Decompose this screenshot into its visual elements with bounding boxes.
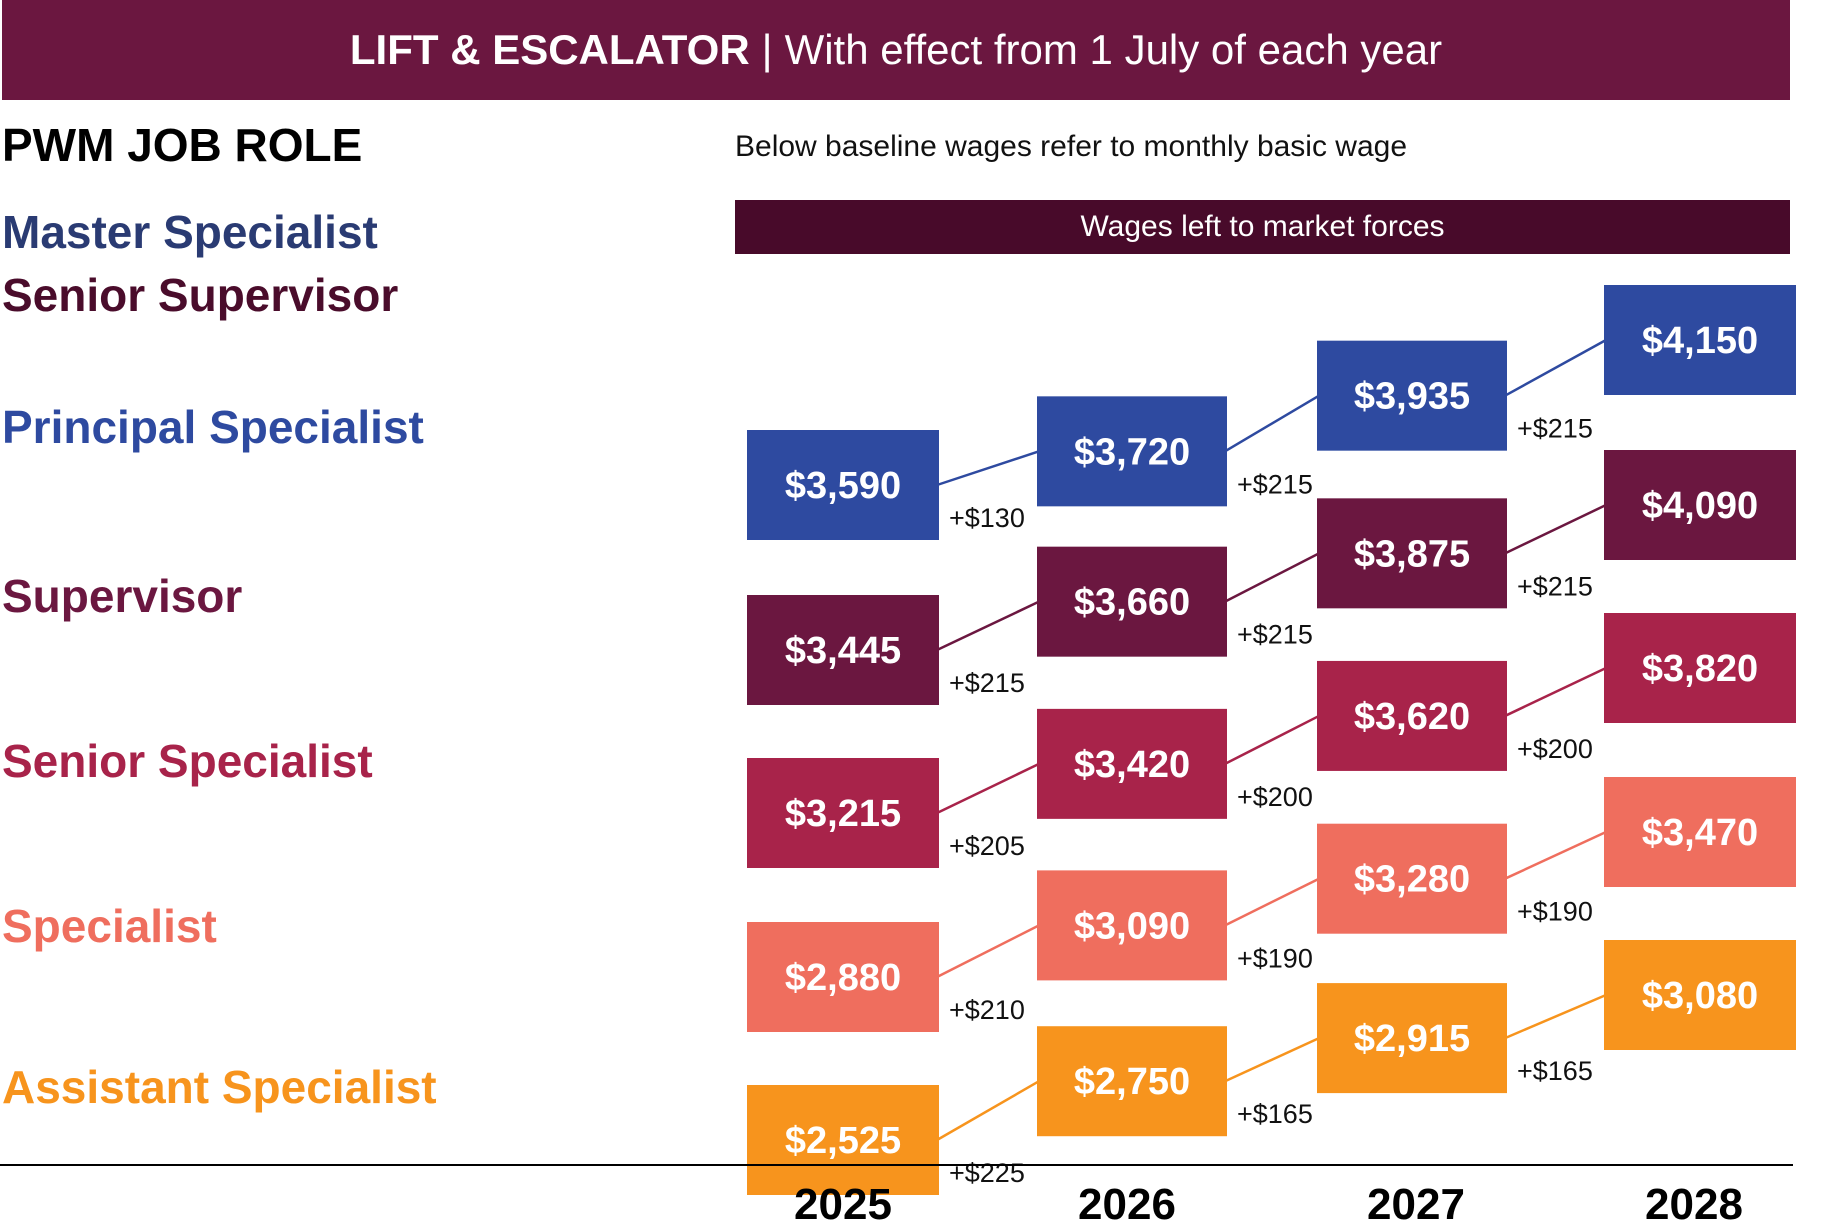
wage-box	[1317, 498, 1507, 609]
wage-label: $3,080	[1642, 975, 1758, 1017]
wage-label: $3,935	[1354, 376, 1470, 418]
increment-label: +$215	[1237, 620, 1313, 650]
wage-note: Below baseline wages refer to monthly ba…	[735, 130, 1408, 163]
increment-label: +$205	[949, 831, 1025, 861]
wage-label: $3,590	[785, 465, 901, 507]
increment-label: +$225	[949, 1158, 1025, 1188]
increment-label: +$215	[1237, 469, 1313, 499]
year-label: 2025	[794, 1180, 892, 1229]
series-connector-line	[1504, 503, 1607, 555]
increment-label: +$165	[1517, 1056, 1593, 1086]
wage-label: $3,620	[1354, 696, 1470, 738]
wage-label: $2,750	[1074, 1061, 1190, 1103]
role-principal-specialist: Principal Specialist	[2, 401, 424, 453]
increment-label: +$210	[949, 995, 1025, 1025]
series-connector-line	[936, 762, 1040, 815]
role-senior-supervisor: Senior Supervisor	[2, 269, 399, 321]
wage-box	[1604, 940, 1796, 1050]
wage-label: $4,150	[1642, 320, 1758, 362]
increment-label: +$200	[1517, 734, 1593, 764]
wage-box	[1037, 546, 1227, 657]
wage-label: $3,445	[785, 630, 901, 672]
wage-label: $4,090	[1642, 485, 1758, 527]
wage-box	[1317, 660, 1507, 771]
title-banner: LIFT & ESCALATOR | With effect from 1 Ju…	[2, 0, 1790, 100]
wage-box	[1604, 777, 1796, 887]
series-connector-line	[936, 924, 1040, 979]
wage-label: $3,090	[1074, 905, 1190, 947]
x-axis-line	[0, 1164, 1793, 1166]
title-bold: LIFT & ESCALATOR	[349, 26, 750, 73]
wage-box	[1604, 613, 1796, 723]
wage-label: $2,525	[785, 1120, 901, 1162]
increment-label: +$190	[1517, 897, 1593, 927]
increment-label: +$215	[949, 668, 1025, 698]
wage-box	[747, 922, 939, 1032]
series-connector-line	[936, 600, 1040, 652]
wage-label: $3,280	[1354, 859, 1470, 901]
wage-label: $3,215	[785, 793, 901, 835]
series-connector-line	[1224, 714, 1320, 765]
wage-label: $3,720	[1074, 431, 1190, 473]
market-forces-label: Wages left to market forces	[1080, 210, 1445, 243]
wage-box	[1037, 870, 1227, 981]
series-connector-line	[1224, 877, 1320, 927]
series-connector-line	[1224, 552, 1320, 603]
wage-box	[1604, 450, 1796, 560]
increment-label: +$215	[1517, 571, 1593, 601]
wage-box	[747, 595, 939, 705]
increment-label: +$165	[1237, 1099, 1313, 1129]
wage-label: $3,820	[1642, 648, 1758, 690]
role-supervisor: Supervisor	[2, 570, 243, 622]
increment-label: +$200	[1237, 782, 1313, 812]
wage-box	[1317, 983, 1507, 1094]
wage-label: $3,420	[1074, 744, 1190, 786]
increment-label: +$130	[949, 503, 1025, 533]
wage-box	[1317, 823, 1507, 934]
wage-label: $2,880	[785, 957, 901, 999]
wage-box	[747, 430, 939, 540]
increment-label: +$190	[1237, 943, 1313, 973]
wage-box	[1037, 708, 1227, 819]
series-connector-line	[1504, 830, 1607, 880]
role-heading: PWM JOB ROLE	[2, 119, 363, 171]
role-senior-specialist: Senior Specialist	[2, 735, 373, 787]
wage-label: $3,875	[1354, 533, 1470, 575]
year-label: 2028	[1645, 1180, 1743, 1229]
year-label: 2027	[1367, 1180, 1465, 1229]
wage-box	[1604, 285, 1796, 395]
wage-box	[1037, 1026, 1227, 1137]
role-specialist: Specialist	[2, 900, 217, 952]
series-connector-line	[1224, 394, 1320, 453]
role-assistant-specialist: Assistant Specialist	[2, 1061, 437, 1113]
wage-label: $3,470	[1642, 812, 1758, 854]
series-connector-line	[1504, 993, 1607, 1040]
series-connector-line	[936, 450, 1040, 487]
wage-box	[747, 758, 939, 868]
title-rest: With effect from 1 July of each year	[784, 26, 1443, 73]
year-label: 2026	[1078, 1180, 1176, 1229]
series-connector-line	[1504, 666, 1607, 718]
wage-box	[1317, 340, 1507, 451]
series-connector-line	[1224, 1036, 1320, 1083]
title-separator: |	[761, 26, 773, 73]
series-connector-line	[1504, 338, 1607, 397]
increment-label: +$215	[1517, 414, 1593, 444]
role-master-specialist: Master Specialist	[2, 206, 378, 258]
series-connector-line	[936, 1080, 1040, 1142]
wage-label: $2,915	[1354, 1018, 1470, 1060]
market-forces-bar: Wages left to market forces	[735, 200, 1790, 254]
wage-box	[747, 1085, 939, 1195]
wage-label: $3,660	[1074, 582, 1190, 624]
wage-box	[1037, 396, 1227, 507]
